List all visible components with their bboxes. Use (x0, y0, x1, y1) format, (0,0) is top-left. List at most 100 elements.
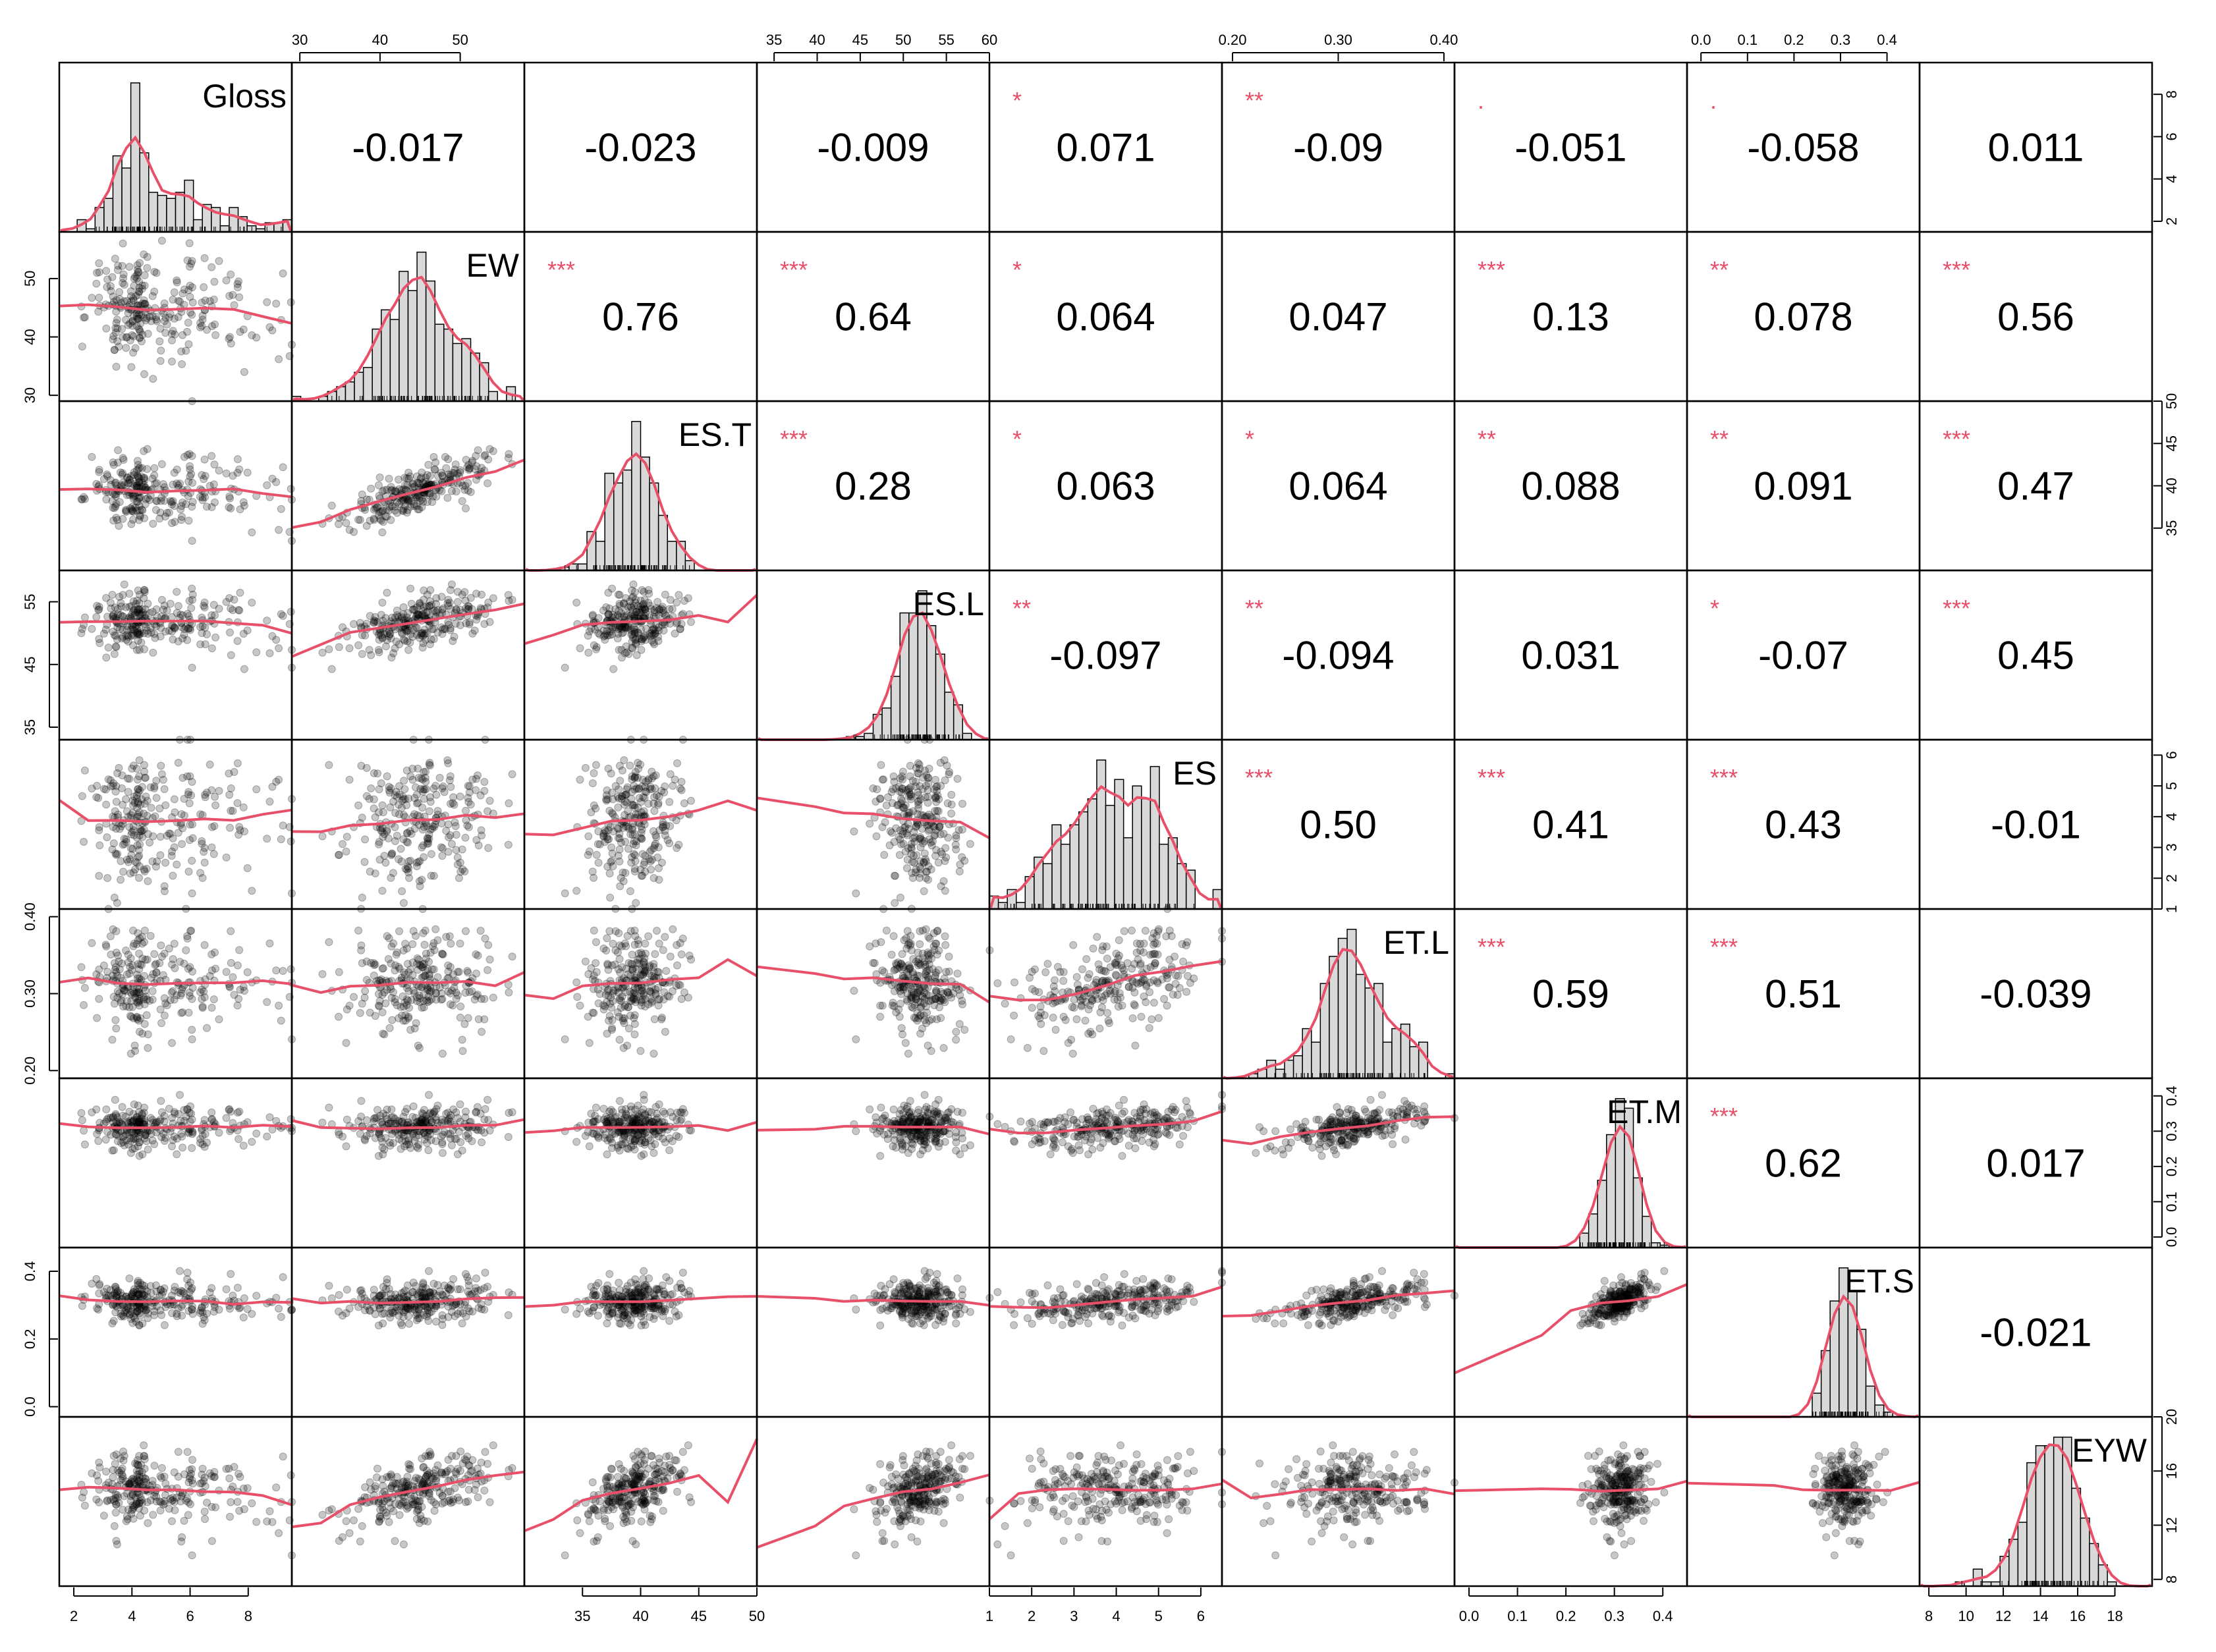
significance-stars: * (1245, 426, 1254, 453)
scatter-point (335, 851, 343, 859)
scatter-point (916, 940, 924, 949)
scatter-point (605, 604, 614, 613)
scatter-point (638, 775, 647, 784)
significance-stars: ** (1245, 87, 1263, 114)
hist-bar (899, 612, 910, 740)
scatter-point (378, 801, 387, 810)
corr-value: 0.064 (1288, 464, 1387, 509)
scatter-point (386, 803, 395, 812)
scatter-point (1103, 1008, 1112, 1017)
scatter-point (135, 846, 144, 854)
scatter-point (464, 823, 473, 831)
scatter-point (103, 275, 112, 284)
scatter-point (377, 975, 385, 983)
scatter-point (354, 641, 363, 649)
scatter-point (427, 850, 435, 858)
scatter-point (211, 792, 219, 801)
scatter-point (393, 792, 401, 801)
scatter-point (609, 665, 618, 673)
panel-et-l-ew (288, 905, 526, 1080)
scatter-point (170, 468, 179, 477)
scatter-point (677, 950, 686, 958)
scatter-point (650, 793, 659, 802)
scatter-point (135, 287, 144, 296)
scatter-point (272, 300, 281, 308)
scatter-point (112, 308, 121, 316)
scatter-point (481, 934, 489, 943)
scatter-point (140, 767, 148, 776)
scatter-point (135, 325, 143, 333)
scatter-point (615, 607, 623, 615)
scatter-point (576, 775, 584, 784)
scatter-point (160, 299, 169, 308)
scatter-point (350, 993, 358, 1001)
corr-value: 0.41 (1532, 803, 1609, 847)
scatter-point (572, 978, 581, 987)
scatter-point (395, 476, 402, 484)
panel-ew-gloss (58, 231, 296, 405)
scatter-point (395, 782, 403, 790)
scatter-point (464, 794, 472, 802)
hist-bar (1177, 863, 1187, 910)
scatter-point (399, 485, 408, 493)
scatter-point (177, 347, 186, 356)
scatter-point (198, 873, 207, 882)
scatter-point (444, 618, 453, 626)
scatter-point (419, 607, 428, 615)
scatter-point (233, 637, 242, 646)
scatter-point (157, 346, 165, 355)
hist-bar (622, 469, 632, 571)
corr-value: -0.01 (1991, 803, 2081, 847)
scatter-point (133, 271, 142, 279)
scatter-point (146, 312, 154, 321)
scatter-point (148, 1136, 157, 1145)
scatter-point (1182, 987, 1191, 996)
scatter-point (604, 588, 613, 597)
scatter-point (263, 298, 271, 306)
scatter-point (1114, 1003, 1122, 1011)
scatter-point (92, 1105, 101, 1114)
scatter-point (160, 483, 169, 491)
scatter-point (170, 1132, 179, 1141)
panels: Gloss-0.017 -0.023 -0.009 0.071*-0.09**-0.0… (58, 61, 2153, 1587)
scatter-point (1082, 955, 1091, 963)
corr-value: 0.76 (602, 295, 679, 339)
scatter-point (99, 475, 108, 483)
hist-bar (184, 179, 194, 233)
scatter-point (222, 1114, 231, 1122)
scatter-point (138, 1109, 146, 1118)
scatter-point (638, 586, 646, 594)
scatter-point (325, 761, 333, 769)
scatter-point (165, 313, 173, 321)
scatter-point (592, 959, 600, 968)
scatter-point (1023, 1044, 1032, 1052)
scatter-point (653, 968, 662, 976)
scatter-point (107, 1130, 115, 1139)
scatter-point (96, 841, 104, 850)
scatter-point (408, 958, 417, 967)
scatter-point (937, 848, 945, 856)
scatter-point (188, 1035, 196, 1043)
scatter-point (387, 653, 396, 662)
scatter-point (166, 599, 175, 608)
scatter-point (611, 927, 620, 935)
hist-bar (1060, 843, 1070, 910)
scatter-point (149, 648, 157, 657)
scatter-point (1140, 939, 1148, 948)
hist-bar (1015, 902, 1026, 910)
scatter-point (1099, 976, 1107, 985)
scatter-point (201, 493, 209, 501)
scatter-point (133, 970, 142, 979)
scatter-point (111, 1016, 120, 1024)
scatter-point (1053, 962, 1062, 971)
scatter-point (78, 343, 86, 351)
scatter-point (404, 474, 413, 483)
scatter-point (136, 259, 144, 267)
scatter-point (687, 955, 695, 964)
scatter-point (275, 526, 283, 534)
scatter-point (934, 807, 943, 815)
var-label-gloss: Gloss (202, 78, 287, 115)
scatter-point (626, 761, 634, 770)
scatter-point (924, 773, 932, 782)
scatter-point (419, 785, 428, 794)
